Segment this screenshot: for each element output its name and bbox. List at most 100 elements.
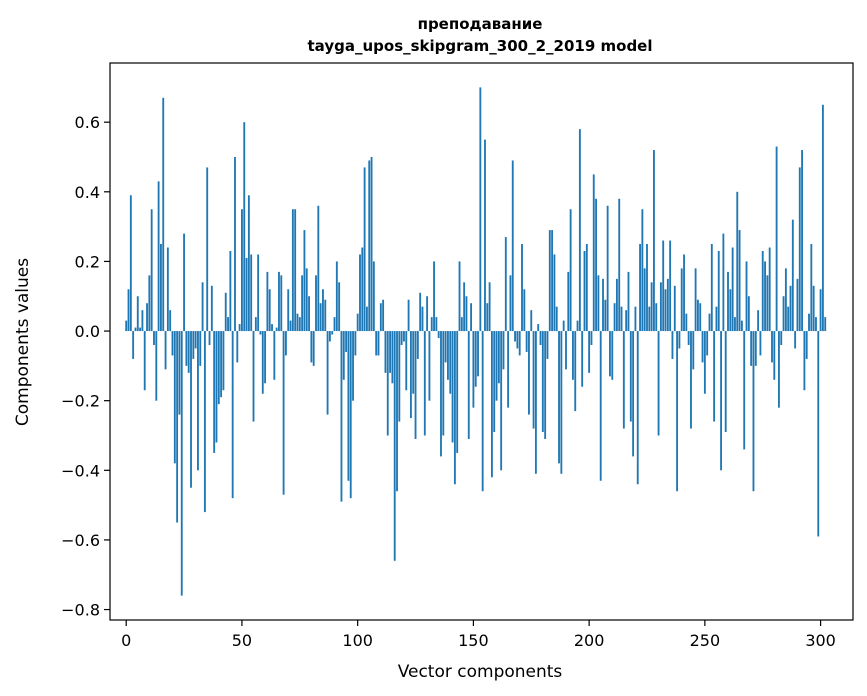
bar-83 [317, 205, 320, 332]
bar-40 [217, 331, 220, 405]
bar-74 [296, 313, 299, 332]
bar-2 [129, 195, 132, 332]
bar-204 [597, 275, 600, 332]
bar-182 [546, 331, 549, 359]
bar-293 [803, 331, 806, 391]
bar-37 [210, 285, 213, 332]
bar-292 [801, 150, 803, 332]
bar-31 [197, 331, 199, 471]
bar-119 [400, 331, 403, 345]
bar-188 [560, 331, 563, 474]
bar-82 [315, 275, 317, 332]
bar-300 [819, 289, 822, 332]
bar-19 [169, 310, 172, 332]
bar-21 [173, 331, 176, 464]
bar-7 [141, 310, 144, 332]
bar-131 [428, 331, 431, 401]
bar-154 [481, 331, 484, 492]
bar-32 [199, 331, 202, 366]
bar-236 [671, 331, 674, 359]
bar-139 [447, 331, 449, 380]
x-tick-label-5: 250 [690, 631, 721, 650]
bar-14 [157, 181, 160, 332]
bar-209 [609, 331, 611, 377]
bar-86 [324, 299, 327, 332]
bar-295 [808, 313, 810, 332]
bar-268 [745, 261, 748, 332]
bar-43 [224, 292, 227, 332]
bar-96 [347, 331, 350, 481]
bar-243 [687, 331, 690, 345]
bar-199 [585, 244, 588, 332]
bar-235 [669, 240, 672, 332]
bar-193 [572, 331, 574, 380]
x-tick-label-2: 100 [342, 631, 373, 650]
bar-99 [354, 331, 357, 356]
bar-262 [731, 247, 734, 332]
bar-271 [752, 331, 755, 492]
bar-297 [812, 285, 815, 332]
bar-259 [724, 331, 727, 433]
bar-141 [451, 331, 454, 443]
bar-117 [396, 331, 398, 492]
bar-290 [796, 278, 799, 332]
bar-101 [359, 254, 361, 332]
bar-118 [398, 331, 401, 422]
bar-282 [778, 331, 780, 408]
bar-175 [530, 310, 533, 332]
bar-266 [740, 320, 743, 332]
bar-208 [606, 205, 609, 332]
bar-177 [534, 331, 537, 474]
bar-244 [690, 331, 692, 429]
bar-20 [171, 331, 174, 356]
bar-183 [548, 230, 551, 332]
bar-185 [553, 254, 556, 332]
bar-110 [379, 303, 382, 332]
bar-151 [474, 331, 477, 387]
bar-35 [206, 167, 209, 332]
bar-294 [805, 331, 808, 359]
bar-286 [787, 306, 790, 332]
bar-106 [370, 156, 373, 332]
bar-264 [736, 191, 739, 332]
bar-168 [514, 331, 516, 342]
bar-166 [509, 275, 512, 332]
bar-165 [507, 331, 510, 408]
bar-97 [349, 331, 352, 499]
bar-22 [176, 331, 179, 523]
bar-11 [150, 209, 153, 332]
bar-98 [352, 331, 354, 401]
bar-146 [463, 282, 466, 332]
bar-272 [754, 331, 757, 366]
bar-102 [361, 247, 364, 332]
bar-227 [650, 282, 653, 332]
x-tick-label-3: 150 [458, 631, 489, 650]
bar-298 [815, 317, 817, 332]
bar-109 [377, 331, 380, 356]
bar-145 [460, 317, 463, 332]
bar-283 [780, 331, 783, 345]
bar-296 [810, 244, 813, 332]
bar-224 [643, 268, 646, 332]
bar-105 [368, 160, 371, 332]
bar-167 [511, 160, 514, 332]
bar-65 [275, 327, 278, 332]
bar-152 [477, 331, 479, 377]
bar-30 [194, 331, 197, 349]
y-tick-label-2: −0.4 [61, 461, 100, 480]
bar-85 [322, 289, 324, 332]
bar-274 [759, 331, 762, 356]
bar-172 [523, 289, 526, 332]
bar-246 [694, 268, 697, 332]
bar-156 [486, 303, 489, 332]
bar-94 [342, 331, 345, 380]
bar-228 [653, 150, 655, 332]
bar-254 [713, 331, 716, 422]
bar-95 [345, 331, 348, 352]
bar-143 [456, 331, 459, 453]
bar-230 [657, 331, 660, 436]
bar-1 [127, 289, 130, 332]
bar-195 [576, 320, 579, 332]
bar-53 [247, 195, 250, 332]
